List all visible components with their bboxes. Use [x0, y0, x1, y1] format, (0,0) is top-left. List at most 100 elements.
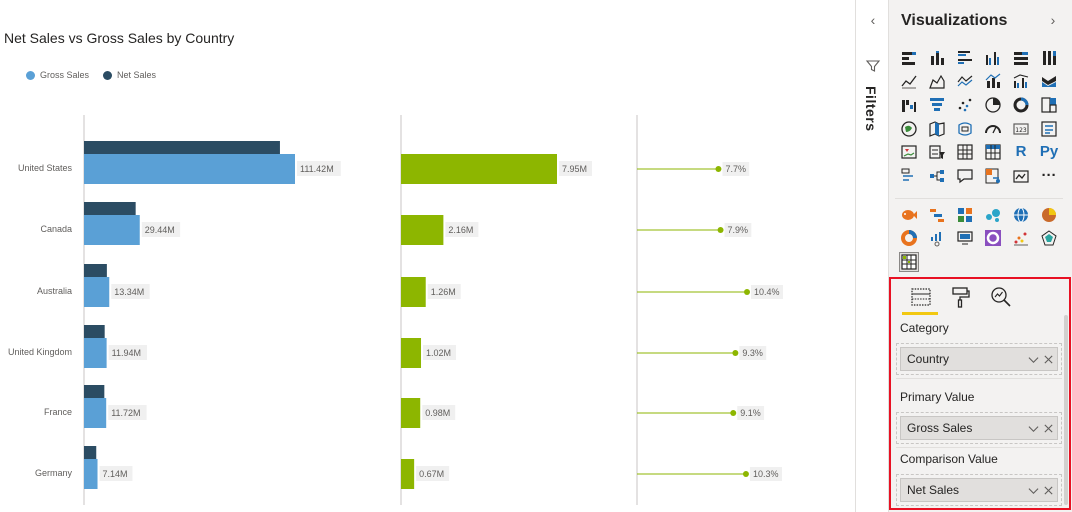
clustered-bar-chart-button[interactable] — [951, 46, 979, 70]
bar-net-sales-australia[interactable] — [84, 264, 107, 278]
clustered-column-chart-button[interactable] — [979, 46, 1007, 70]
field-pill-net-sales[interactable]: Net Sales — [900, 478, 1058, 502]
stacked-bar-chart-button[interactable] — [895, 46, 923, 70]
kpi-button[interactable] — [895, 140, 923, 164]
table-button[interactable] — [951, 140, 979, 164]
collapse-pane-button[interactable]: ‹ — [870, 12, 876, 28]
filters-label[interactable]: Filters — [863, 86, 879, 132]
treemap-button[interactable] — [1035, 93, 1063, 117]
fields-tab[interactable] — [909, 285, 933, 309]
funnel-chart-button[interactable] — [923, 93, 951, 117]
primary-value-well[interactable]: Gross Sales — [896, 412, 1062, 444]
bar-net-sales-canada[interactable] — [84, 202, 136, 216]
expand-pane-button[interactable]: › — [1050, 12, 1056, 28]
comparison-value-well[interactable]: Net Sales — [896, 474, 1062, 506]
bar-net-sales-united-states[interactable] — [84, 141, 280, 155]
custom-visual-fish-button[interactable] — [895, 203, 923, 227]
chevron-down-icon[interactable] — [1028, 423, 1039, 434]
bar-gross-sales-canada[interactable] — [84, 215, 140, 245]
bar-gross-sales-france[interactable] — [84, 398, 107, 428]
bar-gross-sales-united-kingdom[interactable] — [84, 338, 107, 368]
multi-row-card-button[interactable] — [1035, 117, 1063, 141]
field-pill-gross-sales[interactable]: Gross Sales — [900, 416, 1058, 440]
lollipop-dot-united-kingdom[interactable] — [732, 350, 739, 356]
bar-difference-united-kingdom[interactable] — [401, 338, 422, 368]
donut-chart-button[interactable] — [1007, 93, 1035, 117]
bar-difference-canada[interactable] — [401, 215, 444, 245]
category-well[interactable]: Country — [896, 343, 1062, 375]
close-icon[interactable] — [1043, 354, 1054, 365]
lollipop-dot-france[interactable] — [730, 410, 737, 416]
ribbon-chart-button[interactable] — [1035, 70, 1063, 94]
chevron-down-icon[interactable] — [1028, 485, 1039, 496]
custom-visual-pie-button[interactable] — [1035, 203, 1063, 227]
100-stacked-column-chart-button[interactable] — [1035, 46, 1063, 70]
legend-item-net-sales[interactable]: Net Sales — [103, 70, 156, 80]
area-chart-button[interactable] — [923, 70, 951, 94]
fields-scrollbar[interactable] — [1064, 315, 1068, 505]
filled-map-button[interactable] — [923, 117, 951, 141]
bar-difference-germany[interactable] — [401, 459, 415, 489]
waterfall-chart-button[interactable] — [895, 93, 923, 117]
custom-visual-gantt-button[interactable] — [923, 203, 951, 227]
decomposition-tree-button[interactable] — [923, 164, 951, 188]
custom-visual-tiles-button[interactable] — [951, 203, 979, 227]
custom-visual-radial-button[interactable] — [979, 227, 1007, 251]
more-visuals-button[interactable]: ··· — [1035, 164, 1063, 188]
bar-gross-sales-australia[interactable] — [84, 277, 110, 307]
format-tab[interactable] — [949, 285, 973, 309]
bar-difference-united-states[interactable] — [401, 154, 557, 184]
field-pill-country[interactable]: Country — [900, 347, 1058, 371]
close-icon[interactable] — [1043, 485, 1054, 496]
custom-visual-dotplot-button[interactable] — [1007, 227, 1035, 251]
bar-net-sales-france[interactable] — [84, 385, 105, 399]
bar-net-sales-united-kingdom[interactable] — [84, 325, 105, 339]
bar-gross-sales-germany[interactable] — [84, 459, 98, 489]
map-button[interactable] — [895, 117, 923, 141]
line-and-clustered-column-chart-button[interactable] — [1007, 70, 1035, 94]
lollipop-dot-canada[interactable] — [717, 227, 724, 233]
lollipop-dot-united-states[interactable] — [715, 166, 722, 172]
stacked-area-chart-button[interactable] — [951, 70, 979, 94]
smart-narrative-button[interactable] — [979, 164, 1007, 188]
lollipop-dot-germany[interactable] — [742, 471, 749, 477]
bar-difference-australia[interactable] — [401, 277, 426, 307]
close-icon[interactable] — [1043, 423, 1054, 434]
chevron-down-icon[interactable] — [1028, 354, 1039, 365]
custom-visual-globe-button[interactable] — [1007, 203, 1035, 227]
custom-visual-bubbles-button[interactable] — [979, 203, 1007, 227]
custom-visual-donut-button[interactable] — [895, 227, 923, 251]
data-label-bg-diff-canada — [445, 222, 479, 237]
card-button[interactable]: 123 — [1007, 117, 1035, 141]
custom-visual-timeline-button[interactable] — [923, 227, 951, 251]
r-visual-button[interactable]: R — [1007, 140, 1035, 164]
bar-gross-sales-united-states[interactable] — [84, 154, 295, 184]
custom-visual-radar-button[interactable] — [1035, 227, 1063, 251]
pie-chart-button[interactable] — [979, 93, 1007, 117]
matrix-button[interactable] — [979, 140, 1007, 164]
stacked-column-chart-button[interactable] — [923, 46, 951, 70]
line-chart-button[interactable] — [895, 70, 923, 94]
legend-item-gross-sales[interactable]: Gross Sales — [26, 70, 89, 80]
qa-button[interactable] — [951, 164, 979, 188]
python-visual-button[interactable]: Py — [1035, 140, 1063, 164]
100-stacked-bar-chart-button[interactable] — [1007, 46, 1035, 70]
key-influencers-button[interactable] — [895, 164, 923, 188]
scatter-chart-button[interactable] — [951, 93, 979, 117]
custom-visual-selected-button[interactable] — [895, 250, 923, 274]
filter-icon[interactable] — [865, 58, 881, 74]
bar-net-sales-germany[interactable] — [84, 446, 97, 460]
visual-gallery: 123 R Py ··· — [895, 46, 1065, 188]
category-label-australia: Australia — [37, 286, 72, 296]
paginated-report-button[interactable] — [1007, 164, 1035, 188]
slicer-button[interactable] — [923, 140, 951, 164]
lollipop-dot-australia[interactable] — [744, 289, 750, 295]
gauge-button[interactable] — [979, 117, 1007, 141]
bar-difference-france[interactable] — [401, 398, 421, 428]
shape-map-button[interactable] — [951, 117, 979, 141]
analytics-tab[interactable] — [989, 285, 1013, 309]
data-label-difference-canada: 2.16M — [448, 225, 473, 235]
chart-plot[interactable]: United States 111.42M 7.95M 7.7% Canada 29.44… — [0, 0, 855, 512]
custom-visual-monitor-button[interactable] — [951, 227, 979, 251]
line-and-column-chart-button[interactable] — [979, 70, 1007, 94]
